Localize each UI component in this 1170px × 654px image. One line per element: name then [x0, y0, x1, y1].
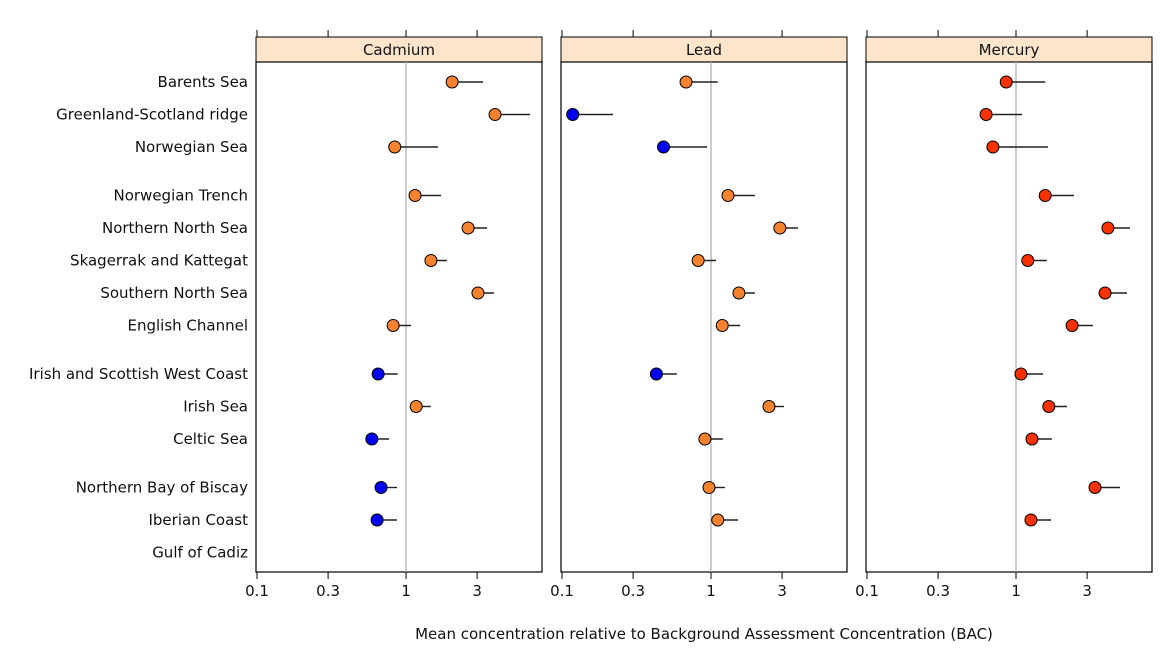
x-tick-label: 0.3 — [621, 582, 645, 600]
data-point — [773, 221, 787, 235]
data-point — [986, 140, 1000, 154]
panel-strip — [865, 36, 1153, 63]
row-label: Celtic Sea — [173, 430, 248, 448]
data-point — [471, 286, 485, 300]
data-point — [1101, 221, 1115, 235]
data-point — [386, 319, 400, 332]
panel-mercury: Mercury 0.1 0.3 1 3 — [855, 30, 1153, 600]
data-point — [1098, 286, 1112, 300]
data-point — [1088, 481, 1102, 494]
panel-frame — [560, 61, 848, 573]
x-tick-label: 1 — [1011, 582, 1021, 600]
row-label: Northern Bay of Biscay — [76, 479, 248, 497]
row-label: Gulf of Cadiz — [152, 544, 248, 562]
data-point — [711, 513, 725, 527]
panel-frame — [865, 61, 1153, 573]
data-point — [999, 75, 1013, 89]
data-point — [1042, 400, 1056, 413]
row-label: Barents Sea — [158, 73, 248, 91]
x-tick-label: 0.3 — [926, 582, 950, 600]
data-point — [979, 108, 993, 121]
data-point — [702, 481, 716, 494]
x-tick-label: 0.1 — [245, 582, 269, 600]
x-tick-label: 1 — [706, 582, 716, 600]
row-label: Skagerrak and Kattegat — [70, 252, 248, 270]
data-point — [698, 432, 712, 446]
row-label: English Channel — [127, 317, 248, 335]
x-tick-label: 3 — [472, 582, 482, 600]
data-point — [691, 254, 705, 267]
data-point — [388, 140, 402, 154]
data-point — [374, 481, 388, 494]
row-label: Northern North Sea — [102, 219, 248, 237]
data-point — [461, 221, 475, 235]
panel-cadmium: Cadmium 0.1 0.3 1 3 — [245, 30, 543, 600]
x-axis-label: Mean concentration relative to Backgroun… — [415, 625, 993, 643]
data-point — [371, 367, 385, 381]
data-point — [679, 75, 693, 89]
data-point — [1065, 319, 1079, 332]
panel-title: Lead — [686, 41, 722, 59]
row-label: Norwegian Sea — [135, 138, 248, 156]
x-tick-label: 0.1 — [550, 582, 574, 600]
row-label: Irish Sea — [183, 398, 248, 416]
data-point — [649, 367, 663, 381]
data-point — [1014, 367, 1028, 381]
data-point — [365, 432, 379, 446]
data-point — [408, 189, 422, 202]
data-point — [657, 140, 671, 154]
panel-lead: Lead 0.1 0.3 1 3 — [550, 30, 848, 600]
data-point — [721, 189, 735, 202]
panels: Cadmium 0.1 0.3 1 3 Lead 0.1 0.3 1 3 Mercury 0.1 0.3… — [245, 30, 1153, 600]
row-label: Norwegian Trench — [113, 187, 248, 205]
data-point — [1025, 432, 1039, 446]
row-labels: Barents Sea Greenland-Scotland ridge Norwe… — [29, 73, 248, 562]
row-label: Irish and Scottish West Coast — [29, 365, 248, 383]
panel-title: Mercury — [979, 41, 1040, 59]
data-point — [1038, 189, 1052, 202]
panel-strip — [255, 36, 543, 63]
data-point — [424, 254, 438, 267]
data-point — [370, 513, 384, 527]
data-point — [566, 108, 580, 121]
row-label: Iberian Coast — [148, 511, 248, 529]
row-label: Greenland-Scotland ridge — [56, 106, 248, 124]
x-tick-label: 3 — [1082, 582, 1092, 600]
data-point — [445, 75, 459, 89]
data-point — [1021, 254, 1035, 267]
data-point — [715, 319, 729, 332]
x-tick-label: 1 — [401, 582, 411, 600]
x-tick-label: 0.1 — [855, 582, 879, 600]
row-label: Southern North Sea — [100, 284, 248, 302]
data-point — [1024, 513, 1038, 527]
data-point — [409, 400, 423, 413]
data-point — [762, 400, 776, 413]
x-tick-label: 0.3 — [316, 582, 340, 600]
data-point — [732, 286, 746, 300]
data-point — [488, 108, 502, 121]
x-tick-label: 3 — [777, 582, 787, 600]
panel-title: Cadmium — [363, 41, 435, 59]
panel-frame — [255, 61, 543, 573]
